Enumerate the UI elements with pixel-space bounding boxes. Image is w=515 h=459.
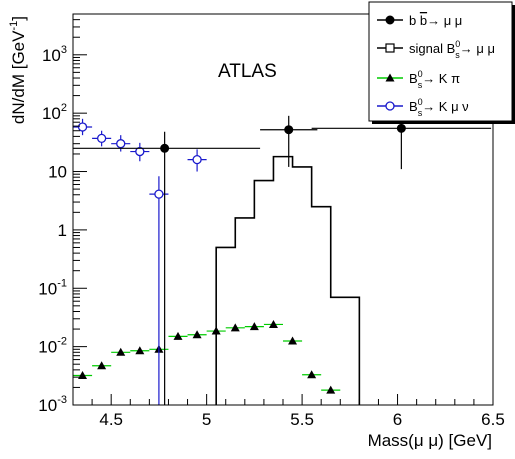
legend-marker	[385, 101, 395, 111]
kmunu-marker	[77, 122, 88, 132]
kpi-point-13	[302, 370, 322, 379]
legend-label: B0 s→ K μ ν	[409, 97, 469, 118]
kpi-point-8	[206, 326, 226, 335]
bb-marker	[396, 123, 406, 133]
kpi-point-14	[321, 385, 341, 394]
kmunu-point-6	[187, 149, 207, 172]
kpi-marker	[268, 319, 278, 328]
legend-entry-2: signal B0 s→ μ μ	[377, 39, 495, 60]
kpi-point-12	[283, 336, 303, 345]
y-tick-label: 1	[58, 221, 67, 240]
kpi-marker	[97, 361, 107, 370]
bb-point-2	[260, 115, 318, 167]
x-tick-label: 4.5	[99, 410, 123, 429]
y-tick-label: 102	[42, 102, 67, 123]
kmunu-marker	[96, 133, 107, 144]
kmunu-marker	[116, 139, 126, 149]
kmunu-marker	[192, 154, 202, 165]
kpi-point-9	[225, 323, 245, 332]
legend-label: signal B0 s→ μ μ	[409, 39, 495, 60]
plot-area	[73, 114, 492, 405]
bb-marker	[284, 125, 294, 135]
kpi-point-2	[92, 361, 112, 370]
kmunu-point-3	[111, 135, 131, 152]
atlas-label: ATLAS	[218, 61, 277, 82]
kpi-point-6	[168, 331, 188, 340]
kmunu-point-4	[130, 142, 150, 162]
axes: 4.5 5 5.5 6 6.5 10-3 10-2 10-1 1 10 102 103 dN/dM [G…	[8, 13, 505, 429]
legend-marker	[385, 73, 395, 82]
bb-point-1	[73, 131, 261, 405]
legend-marker	[385, 15, 395, 25]
legend-label: B0 s→ K π	[409, 69, 460, 90]
kmunu-point-1	[73, 118, 93, 136]
signal-histogram	[215, 155, 361, 405]
legend-entry-4: B0 s→ K μ ν	[377, 97, 469, 118]
plot-clip-group	[73, 114, 492, 405]
bb-marker	[160, 143, 170, 153]
x-tick-label: 5	[202, 410, 211, 429]
kmunu-marker	[135, 146, 145, 157]
kmunu-point-5	[149, 176, 169, 405]
kpi-marker	[249, 322, 259, 331]
kpi-point-7	[187, 330, 207, 339]
y-tick-label: 10-2	[38, 336, 67, 357]
y-tick-label: 103	[42, 44, 67, 65]
x-tick-label: 6.5	[481, 410, 505, 429]
kpi-marker	[173, 331, 183, 340]
kpi-marker	[192, 330, 202, 339]
x-axis-title: Mass(μ μ) [GeV]	[368, 431, 492, 450]
kpi-marker	[135, 346, 145, 355]
y-tick-label: 10-1	[38, 277, 67, 298]
kpi-point-3	[111, 347, 131, 356]
y-axis-title: dN/dM [GeV-1]	[8, 16, 28, 124]
kpi-point-4	[130, 346, 150, 355]
legend-entry-3: B0 s→ K π	[377, 69, 460, 90]
x-tick-label: 6	[393, 410, 402, 429]
kpi-marker	[78, 371, 88, 380]
kpi-point-11	[263, 319, 283, 328]
legend-label: b b→ μ μ	[409, 13, 462, 28]
kpi-point-1	[73, 371, 93, 380]
kpi-marker	[307, 370, 317, 379]
legend-marker	[385, 43, 395, 53]
x-tick-label: 5.5	[290, 410, 314, 429]
y-tick-label: 10	[48, 163, 67, 182]
kmunu-point-2	[92, 130, 112, 147]
kpi-marker	[326, 385, 336, 394]
kpi-marker	[211, 326, 221, 335]
kpi-point-10	[244, 322, 264, 331]
kpi-marker	[116, 347, 126, 356]
legend-entry-1: b b→ μ μ	[377, 13, 462, 28]
kpi-marker	[288, 336, 298, 345]
kmunu-marker	[154, 189, 164, 199]
y-tick-label: 10-3	[38, 394, 67, 415]
legend: b b→ μ μ signal B0 s→ μ μ B0 s→ K π B0 s→ K μ …	[368, 1, 515, 124]
kpi-marker	[230, 323, 240, 332]
